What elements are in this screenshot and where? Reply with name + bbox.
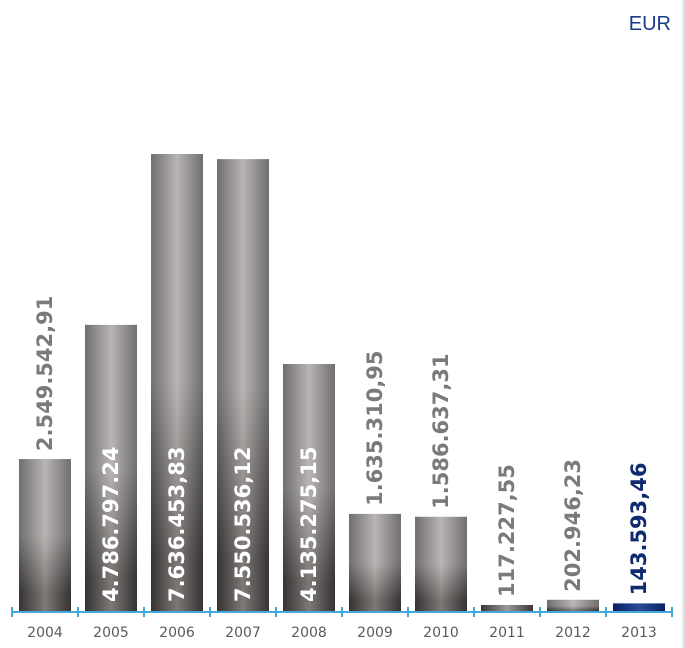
x-tick-label-2006: 2006 (159, 625, 195, 641)
x-tick-label-2012: 2012 (555, 625, 591, 641)
value-label-2005: 4.786.797.24 (99, 447, 123, 602)
x-tick-label-2008: 2008 (291, 625, 327, 641)
value-label-2012: 202.946,23 (561, 459, 585, 592)
value-label-2007: 7.550.536,12 (231, 447, 255, 602)
x-tick-labels: 2004 2005 2006 2007 2008 2009 2010 2011 2012 2013 (27, 625, 657, 641)
x-tick-label-2009: 2009 (357, 625, 393, 641)
value-labels: 2.549.542,91 4.786.797.24 7.636.453,83 7.55… (33, 296, 651, 602)
value-label-2008: 4.135.275,15 (297, 447, 321, 602)
x-tick-label-2005: 2005 (93, 625, 129, 641)
unit-label: EUR (628, 13, 671, 35)
x-tick-label-2010: 2010 (423, 625, 459, 641)
x-tick-label-2007: 2007 (225, 625, 261, 641)
bar-shade-2005 (85, 324, 137, 612)
x-tick-label-2011: 2011 (489, 625, 525, 641)
bars (19, 154, 665, 612)
value-label-2010: 1.586.637,31 (429, 353, 453, 508)
value-label-2011: 117.227,55 (495, 464, 519, 597)
x-tick-label-2004: 2004 (27, 625, 63, 641)
value-label-2006: 7.636.453,83 (165, 447, 189, 602)
bar-shade-2006 (151, 154, 203, 612)
bar-shade-2009 (349, 513, 401, 612)
bar-shade-2007 (217, 159, 269, 612)
right-edge-shade (682, 0, 685, 648)
value-label-2009: 1.635.310,95 (363, 350, 387, 505)
value-label-2013: 143.593,46 (627, 463, 651, 596)
bar-shade-2012 (547, 599, 599, 612)
bar-2011 (481, 604, 533, 612)
bar-2013 (613, 603, 665, 612)
bar-shade-2004 (19, 459, 71, 612)
x-axis (11, 607, 673, 617)
bar-shade-2010 (415, 516, 467, 612)
bar-shade-2008 (283, 363, 335, 612)
x-tick-label-2013: 2013 (621, 625, 657, 641)
value-label-2004: 2.549.542,91 (33, 296, 57, 451)
